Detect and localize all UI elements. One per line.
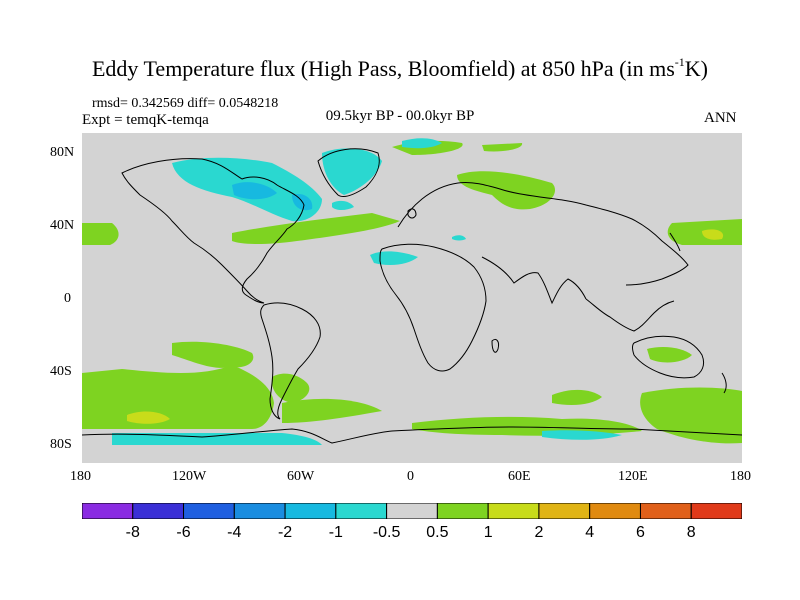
colorbar-label: -6 [176,524,191,541]
colorbar-swatch [589,503,641,519]
colorbar-label: 2 [534,524,544,541]
season-label: ANN [704,110,737,126]
coastlines [82,148,742,444]
colorbar-swatch [690,503,742,519]
colorbar-label: 1 [483,524,493,541]
southeast-asia-coast [585,298,675,332]
uk-coast [407,208,417,219]
experiment-label: Expt = temqK-temqa [82,112,209,128]
colorbar-label: -4 [227,524,242,541]
strong-positive-regions [127,229,724,424]
lon-label-180w: 180 [70,469,91,484]
colorbar-label: 8 [686,524,696,541]
southern-ocean-east [640,387,742,444]
south-indian-patch [552,389,602,405]
southern-ocean-west [82,365,274,429]
north-africa-cyan [370,251,418,265]
colorbar-label: -8 [125,524,140,541]
lon-label-60e: 60E [508,469,531,484]
europe-coast [397,182,689,286]
colorbar [82,503,742,519]
west-pacific-north [82,223,119,245]
north-pacific-yellow [702,229,724,240]
colorbar-swatch [82,503,134,519]
colorbar-swatch [487,503,540,519]
colorbar-swatch [386,503,438,519]
lat-label-0: 0 [64,291,71,306]
south-america-east [271,373,310,403]
madagascar-coast [491,338,499,353]
lon-label-180e: 180 [730,469,751,484]
colorbar-swatch [183,503,235,519]
colorbar-swatch [639,503,692,519]
antarctic-cyan-west [112,433,322,445]
greenland-cyan [322,148,382,195]
antarctica-coast [82,426,742,444]
north-america-coast [121,158,305,304]
africa-coast [379,243,487,372]
colorbar-label: 0.5 [426,524,449,541]
japan-coast [669,232,681,252]
arctic-east [482,143,523,152]
lon-label-120e: 120E [618,469,648,484]
lat-label-80s: 80S [50,437,72,452]
south-pacific-band [172,341,254,368]
colorbar-swatch [538,503,591,519]
period-label: 09.5kyr BP - 00.0kyr BP [325,108,475,124]
arabia-india-coast [481,256,587,305]
south-america-coast [260,302,321,420]
colorbar-label: -2 [277,524,293,541]
lon-label-120w: 120W [172,469,207,484]
colorbar-swatch [335,503,388,519]
stats-text: rmsd= 0.342569 diff= 0.0548218 [92,96,279,111]
lat-label-80n: 80N [50,145,75,160]
southern-ocean-band [282,398,382,423]
australia-coast [632,335,705,379]
lon-label-0: 0 [407,469,414,484]
nz-coast [721,372,727,394]
australia-south [647,347,692,363]
pacific-south-yellow [127,411,170,424]
world-map [82,133,742,463]
hudson-blue [232,182,277,200]
colorbar-swatch [436,503,489,519]
north-atlantic-band [232,213,400,244]
colorbar-label: -0.5 [372,524,401,541]
antarctic-cyan-east [542,430,622,440]
lat-label-40s: 40S [50,364,72,379]
colorbar-label: 4 [585,524,595,541]
arctic-ocean-cyan [402,138,442,149]
map-title: Eddy Temperature flux (High Pass, Bloomf… [91,54,708,81]
greenland-coast [317,148,380,198]
greenland-sea-cyan [332,200,354,210]
colorbar-label: -1 [328,524,343,541]
negative-anomaly-regions [112,138,622,445]
colorbar-label: 6 [636,524,645,541]
colorbar-swatch [284,503,337,519]
lon-label-60w: 60W [287,469,315,484]
colorbar-swatch [233,503,286,519]
colorbar-swatch [132,503,185,519]
mediterranean-cyan [452,235,466,241]
lat-label-40n: 40N [50,218,75,233]
